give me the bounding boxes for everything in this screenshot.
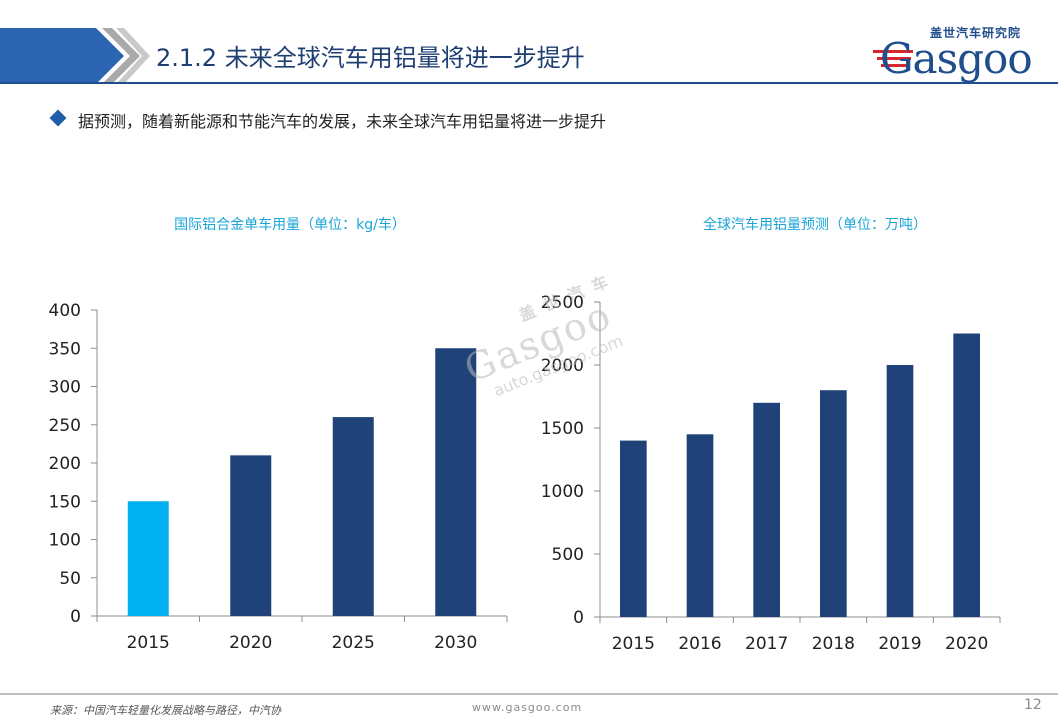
chart1-y-tick-label: 300	[49, 378, 81, 398]
page-number: 12	[1024, 697, 1042, 713]
chart2-y-tick-label: 1500	[541, 419, 584, 439]
chart1-aluminum-per-vehicle: 0 50 100 150 200 250 300 350 400 2015 2020 2025 2030	[49, 301, 508, 653]
bullet-text: 据预测，随着新能源和节能汽车的发展，未来全球汽车用铝量将进一步提升	[78, 112, 607, 131]
chart2-y-tick-label: 500	[552, 545, 584, 565]
header-banner	[0, 28, 150, 84]
chart2-y-tick-label: 2000	[541, 356, 584, 376]
chart1-x-tick-label: 2020	[229, 633, 272, 653]
chart1-y-tick-label: 0	[70, 607, 81, 627]
logo-en-text: Gasgoo	[880, 34, 1033, 83]
chart2-bar-2019	[886, 365, 914, 617]
chart1-bar-2025	[332, 417, 374, 616]
chart1-y-tick-label: 250	[49, 416, 81, 436]
chart2-x-tick-label: 2016	[678, 634, 721, 654]
chart1-y-tick-label: 150	[49, 492, 81, 512]
chart1-y-tick-label: 350	[49, 339, 81, 359]
header-divider	[0, 82, 1058, 84]
logo-cn-text: 盖世汽车研究院	[930, 26, 1022, 40]
chart1-y-tick-label: 200	[49, 454, 81, 474]
footer-url: www.gasgoo.com	[472, 701, 583, 714]
footer-divider	[0, 693, 1058, 695]
chart2-y-tick-label: 0	[573, 608, 584, 628]
chart1-bar-2015	[127, 501, 169, 616]
chart2-global-aluminum: 0 500 1000 1500 2000 2500 2015 2016 2017 2018 2019…	[541, 293, 1001, 654]
chart1-y-tick-label: 400	[49, 301, 81, 321]
chart2-x-tick-label: 2018	[812, 634, 855, 654]
chart1-title: 国际铝合金单车用量（单位：kg/车）	[174, 217, 406, 233]
chart2-bar-2017	[753, 402, 780, 617]
logo-stripes-icon	[873, 50, 913, 67]
chart2-title: 全球汽车用铝量预测（单位：万吨）	[703, 217, 927, 233]
chart2-x-tick-label: 2020	[945, 634, 988, 654]
chart2-bar-2020	[953, 333, 980, 617]
chart2-x-tick-label: 2017	[745, 634, 788, 654]
chart1-bar-2030	[435, 348, 477, 616]
chart1-y-tick-label: 100	[49, 531, 81, 551]
chart2-x-tick-label: 2019	[878, 634, 921, 654]
chart2-x-tick-label: 2015	[612, 634, 655, 654]
footer-source: 来源：中国汽车轻量化发展战略与路径，中汽协	[50, 704, 281, 717]
chart2-y-tick-label: 1000	[541, 482, 584, 502]
chart2-bar-2018	[820, 390, 847, 617]
diamond-bullet-icon	[49, 109, 67, 127]
chart2-bar-2016	[686, 434, 714, 617]
page-title: 2.1.2 未来全球汽车用铝量将进一步提升	[156, 44, 585, 72]
chart1-y-tick-label: 50	[59, 569, 81, 589]
chart2-y-tick-label: 2500	[541, 293, 584, 313]
chart2-bar-2015	[620, 440, 647, 617]
chart1-x-tick-label: 2025	[332, 633, 375, 653]
chart1-x-tick-label: 2030	[434, 633, 477, 653]
chart1-bar-2020	[230, 455, 272, 616]
chart1-x-tick-label: 2015	[127, 633, 170, 653]
